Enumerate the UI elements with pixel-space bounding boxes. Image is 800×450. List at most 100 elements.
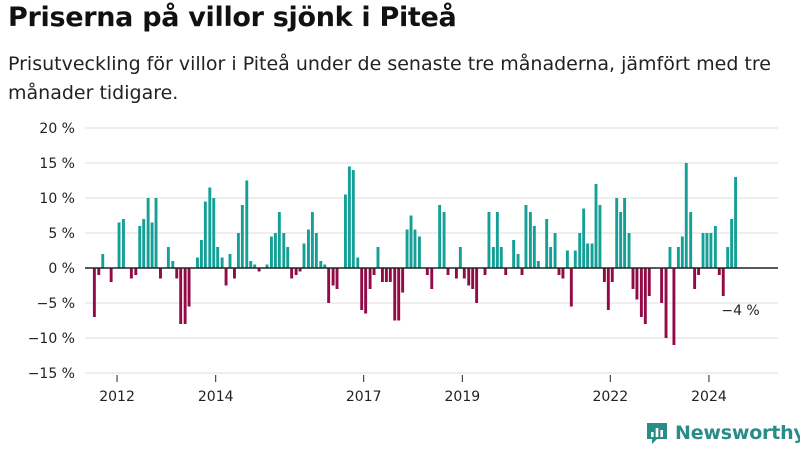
- bar: [467, 268, 471, 286]
- bar: [627, 233, 631, 268]
- bar: [565, 250, 569, 268]
- bar: [122, 219, 125, 268]
- bar: [265, 264, 269, 268]
- bar: [183, 268, 187, 324]
- bar: [631, 268, 635, 289]
- bar: [273, 233, 277, 268]
- bar: [430, 268, 434, 289]
- bar: [680, 236, 684, 268]
- bar: [331, 268, 335, 286]
- bar: [582, 208, 586, 268]
- bar: [730, 219, 734, 268]
- bar: [298, 268, 302, 272]
- bar: [438, 205, 442, 268]
- y-tick-label: 20 %: [39, 121, 75, 137]
- bar: [446, 268, 450, 275]
- bar: [306, 229, 310, 268]
- bar: [475, 268, 479, 303]
- bar: [594, 184, 598, 268]
- bar: [286, 247, 290, 268]
- bar: [598, 205, 602, 268]
- bar: [487, 212, 491, 268]
- x-axis: 2012 2014 2017 2019 2022 2024: [99, 375, 727, 405]
- bar: [236, 233, 240, 268]
- bar: [520, 268, 524, 275]
- bar: [491, 247, 495, 268]
- bar: [360, 268, 364, 310]
- bar: [713, 226, 717, 268]
- bar: [483, 268, 487, 275]
- bar: [134, 268, 138, 275]
- x-tick-label: 2022: [592, 389, 628, 405]
- bar: [458, 247, 462, 268]
- bar: [282, 233, 286, 268]
- bar: [142, 219, 146, 268]
- chart-subtitle: Prisutveckling för villor i Piteå under …: [8, 53, 771, 104]
- x-tick-label: 2017: [346, 389, 382, 405]
- bar: [175, 268, 179, 279]
- bar: [701, 233, 705, 268]
- bar: [351, 170, 355, 268]
- bar: [364, 268, 368, 314]
- bar: [545, 219, 549, 268]
- bar: [269, 236, 273, 268]
- bar: [606, 268, 610, 310]
- bar: [602, 268, 606, 282]
- bar: [150, 222, 154, 268]
- bar: [117, 222, 121, 268]
- bar: [368, 268, 372, 289]
- bar: [578, 233, 582, 268]
- bar: [92, 268, 96, 317]
- bar: [697, 268, 701, 275]
- brand-logo: Newsworthy: [645, 420, 800, 446]
- bar: [376, 247, 380, 268]
- bar: [672, 268, 676, 345]
- bar: [536, 261, 540, 268]
- bar: [664, 268, 668, 338]
- bars: [92, 163, 738, 345]
- bar: [343, 194, 347, 268]
- bar: [561, 268, 565, 279]
- bar-chart: 20 %15 %10 %5 %0 %−5 %−10 %−15 % 2012 201…: [28, 121, 778, 405]
- bar: [512, 240, 516, 268]
- x-tick-label: 2024: [691, 389, 727, 405]
- bar: [615, 198, 619, 268]
- bar: [327, 268, 331, 303]
- bar: [590, 243, 594, 268]
- bar: [643, 268, 647, 324]
- y-tick-label: −5 %: [37, 296, 75, 312]
- bar: [212, 198, 216, 268]
- bar: [129, 268, 133, 279]
- bar: [693, 268, 697, 289]
- bar: [277, 212, 281, 268]
- x-tick-label: 2019: [445, 389, 481, 405]
- bar: [249, 261, 253, 268]
- bar: [323, 264, 327, 268]
- bar: [717, 268, 721, 275]
- bar: [619, 212, 623, 268]
- bar: [171, 261, 175, 268]
- y-tick-label: −15 %: [28, 366, 75, 382]
- bar: [557, 268, 561, 275]
- bar: [302, 243, 306, 268]
- bar: [668, 247, 672, 268]
- y-tick-label: 15 %: [39, 156, 75, 172]
- bar: [335, 268, 339, 289]
- bar: [413, 229, 417, 268]
- bar: [409, 215, 413, 268]
- bar: [676, 247, 680, 268]
- newsworthy-logo-icon: [647, 423, 667, 444]
- bar: [623, 198, 627, 268]
- bar: [290, 268, 294, 279]
- bar: [516, 254, 520, 268]
- bar: [569, 268, 573, 307]
- bar: [97, 268, 101, 275]
- bar: [253, 264, 257, 268]
- bar: [245, 180, 249, 268]
- bar: [187, 268, 191, 307]
- bar: [216, 247, 220, 268]
- bar: [689, 212, 693, 268]
- bar: [319, 261, 323, 268]
- bar: [159, 268, 162, 279]
- bar: [257, 268, 261, 272]
